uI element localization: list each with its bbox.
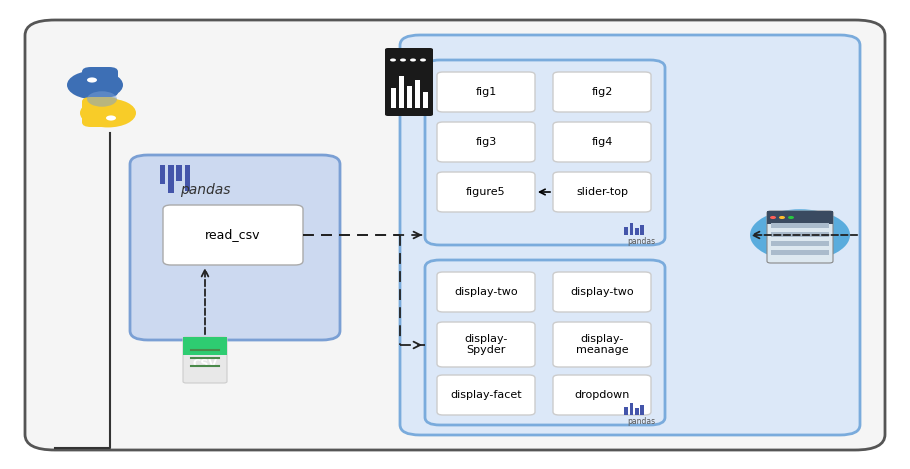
Bar [630, 403, 633, 415]
Circle shape [390, 59, 396, 61]
FancyBboxPatch shape [767, 211, 833, 263]
Circle shape [779, 216, 785, 219]
Bar [635, 408, 639, 415]
FancyBboxPatch shape [425, 260, 665, 425]
Circle shape [80, 98, 136, 128]
Circle shape [87, 91, 117, 107]
Circle shape [788, 216, 794, 219]
Bar [185, 165, 190, 191]
FancyBboxPatch shape [183, 337, 227, 383]
FancyBboxPatch shape [385, 48, 433, 116]
FancyBboxPatch shape [400, 35, 860, 435]
FancyBboxPatch shape [437, 322, 535, 367]
Bar [624, 407, 628, 415]
Bar [635, 228, 639, 235]
Text: display-facet: display-facet [450, 390, 521, 400]
Text: pandas: pandas [627, 417, 655, 426]
Text: display-
meanage: display- meanage [576, 334, 628, 356]
Bar [630, 223, 633, 235]
Bar [399, 76, 404, 108]
Circle shape [400, 59, 406, 61]
Bar [391, 88, 396, 108]
FancyBboxPatch shape [163, 205, 303, 265]
Bar [767, 211, 833, 224]
Bar [160, 165, 166, 184]
FancyBboxPatch shape [130, 155, 340, 340]
Text: display-two: display-two [571, 287, 633, 297]
Circle shape [750, 209, 850, 261]
Circle shape [87, 77, 97, 83]
FancyBboxPatch shape [25, 20, 885, 450]
Bar [771, 250, 829, 255]
Bar [624, 227, 628, 235]
FancyBboxPatch shape [437, 172, 535, 212]
Text: slider-top: slider-top [576, 187, 628, 197]
FancyBboxPatch shape [553, 72, 651, 112]
Circle shape [770, 216, 776, 219]
Bar [771, 241, 829, 246]
FancyBboxPatch shape [82, 97, 118, 127]
FancyBboxPatch shape [553, 322, 651, 367]
Text: display-two: display-two [454, 287, 518, 297]
Bar [641, 225, 644, 235]
Text: fig1: fig1 [475, 87, 497, 97]
Bar [771, 232, 829, 237]
FancyBboxPatch shape [437, 272, 535, 312]
Bar [423, 92, 428, 108]
FancyBboxPatch shape [553, 172, 651, 212]
Circle shape [410, 59, 416, 61]
Text: pandas: pandas [180, 183, 230, 197]
FancyBboxPatch shape [437, 72, 535, 112]
Text: display-
Spyder: display- Spyder [464, 334, 508, 356]
Text: fig4: fig4 [592, 137, 612, 147]
Bar [168, 165, 174, 193]
FancyBboxPatch shape [553, 375, 651, 415]
Bar [177, 165, 182, 182]
FancyBboxPatch shape [425, 60, 665, 245]
Text: read_csv: read_csv [206, 228, 261, 242]
Text: fig2: fig2 [592, 87, 612, 97]
Bar [183, 337, 227, 355]
FancyBboxPatch shape [553, 122, 651, 162]
Text: pandas: pandas [627, 237, 655, 246]
Text: figure5: figure5 [466, 187, 506, 197]
FancyBboxPatch shape [437, 375, 535, 415]
Circle shape [106, 115, 116, 121]
Bar [641, 405, 644, 415]
Bar [407, 86, 412, 108]
Bar [771, 223, 829, 228]
FancyBboxPatch shape [82, 67, 118, 97]
Text: fig3: fig3 [475, 137, 497, 147]
FancyBboxPatch shape [437, 122, 535, 162]
Circle shape [420, 59, 426, 61]
Text: dropdown: dropdown [574, 390, 630, 400]
Circle shape [67, 70, 123, 99]
Text: CSV: CSV [193, 359, 217, 369]
FancyBboxPatch shape [553, 272, 651, 312]
Bar [415, 80, 420, 108]
